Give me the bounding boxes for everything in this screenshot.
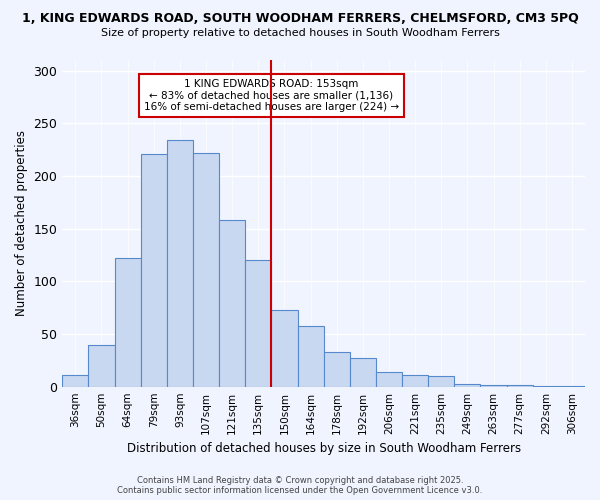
Bar [323, 352, 350, 386]
Bar [219, 220, 245, 386]
Bar [402, 375, 428, 386]
Bar [428, 376, 454, 386]
Bar [140, 154, 167, 386]
Bar [88, 344, 115, 387]
X-axis label: Distribution of detached houses by size in South Woodham Ferrers: Distribution of detached houses by size … [127, 442, 521, 455]
Text: Contains HM Land Registry data © Crown copyright and database right 2025.
Contai: Contains HM Land Registry data © Crown c… [118, 476, 482, 495]
Y-axis label: Number of detached properties: Number of detached properties [15, 130, 28, 316]
Bar [115, 258, 140, 386]
Text: Size of property relative to detached houses in South Woodham Ferrers: Size of property relative to detached ho… [101, 28, 499, 38]
Bar [271, 310, 298, 386]
Bar [350, 358, 376, 386]
Bar [298, 326, 323, 386]
Text: 1, KING EDWARDS ROAD, SOUTH WOODHAM FERRERS, CHELMSFORD, CM3 5PQ: 1, KING EDWARDS ROAD, SOUTH WOODHAM FERR… [22, 12, 578, 26]
Bar [454, 384, 481, 386]
Bar [506, 384, 533, 386]
Bar [62, 375, 88, 386]
Bar [376, 372, 402, 386]
Bar [193, 152, 219, 386]
Bar [481, 384, 506, 386]
Bar [167, 140, 193, 386]
Bar [245, 260, 271, 386]
Text: 1 KING EDWARDS ROAD: 153sqm
← 83% of detached houses are smaller (1,136)
16% of : 1 KING EDWARDS ROAD: 153sqm ← 83% of det… [144, 79, 399, 112]
